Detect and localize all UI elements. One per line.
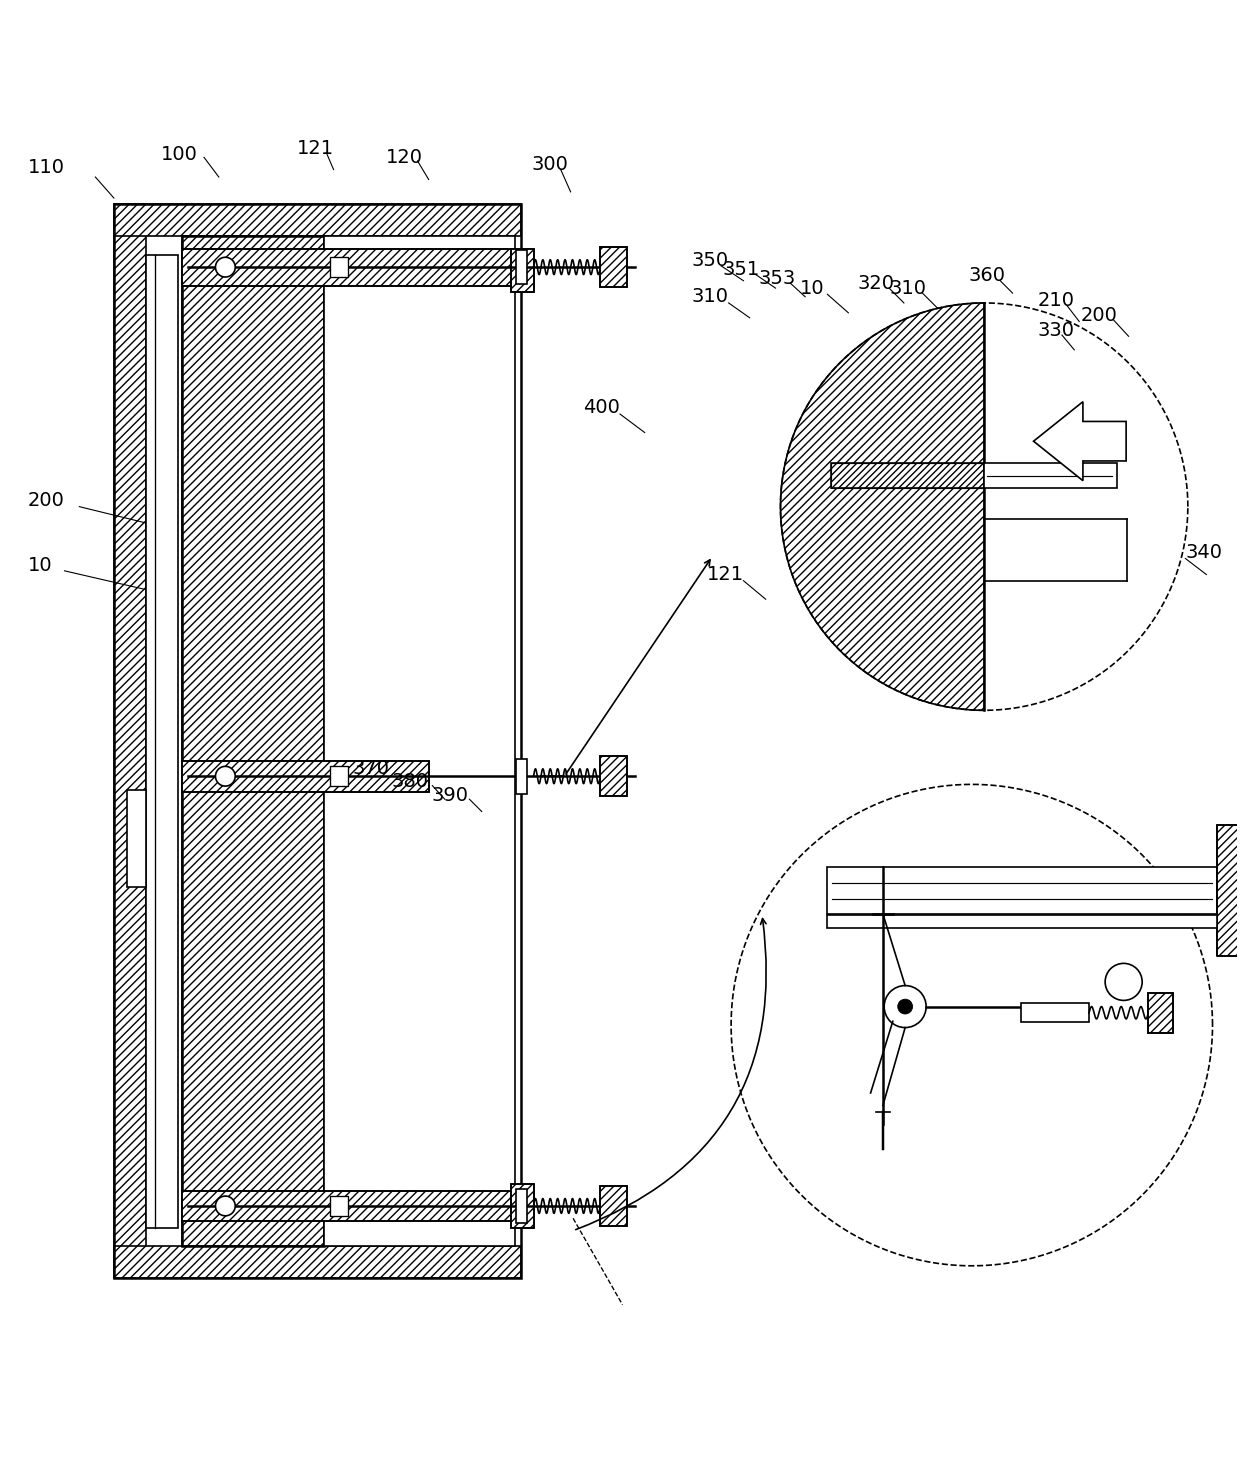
Bar: [114, 204, 521, 1277]
Circle shape: [884, 985, 926, 1028]
Polygon shape: [780, 303, 985, 710]
Text: 360: 360: [968, 266, 1006, 285]
Text: 330: 330: [1037, 320, 1074, 340]
Bar: [831, 463, 985, 488]
Bar: [1148, 994, 1173, 1032]
Bar: [330, 766, 348, 786]
Text: 10: 10: [800, 279, 825, 297]
Text: 380: 380: [392, 772, 429, 791]
Bar: [182, 761, 429, 792]
Text: 340: 340: [1185, 542, 1223, 562]
Bar: [600, 247, 627, 287]
Bar: [600, 757, 627, 795]
Bar: [511, 248, 533, 293]
Bar: [1022, 1004, 1089, 1022]
Bar: [146, 254, 179, 1227]
Circle shape: [898, 1000, 913, 1014]
Text: 10: 10: [27, 556, 52, 575]
Bar: [831, 463, 985, 488]
Bar: [182, 248, 515, 285]
Bar: [114, 1247, 521, 1277]
Bar: [182, 237, 324, 1247]
Text: 121: 121: [707, 564, 744, 584]
Bar: [516, 1189, 527, 1223]
Bar: [182, 237, 324, 1247]
Bar: [516, 759, 527, 794]
Bar: [511, 248, 533, 293]
Circle shape: [216, 1197, 236, 1216]
Text: 110: 110: [27, 157, 64, 176]
Bar: [600, 757, 627, 795]
Bar: [827, 914, 1218, 928]
Text: 350: 350: [692, 251, 729, 270]
Text: 100: 100: [161, 146, 197, 165]
Bar: [511, 1185, 533, 1227]
Text: 310: 310: [889, 279, 926, 297]
Bar: [324, 237, 515, 1247]
Bar: [600, 1186, 627, 1226]
Text: 351: 351: [723, 260, 760, 279]
Bar: [985, 463, 1116, 488]
Text: 320: 320: [857, 273, 894, 293]
Text: 120: 120: [386, 148, 423, 166]
Circle shape: [216, 766, 236, 786]
Bar: [511, 1185, 533, 1227]
Text: 390: 390: [432, 786, 469, 806]
Text: 200: 200: [27, 491, 64, 510]
Bar: [600, 247, 627, 287]
Text: 310: 310: [692, 287, 729, 306]
Text: 200: 200: [1080, 306, 1117, 325]
Text: 121: 121: [296, 140, 334, 159]
Text: 210: 210: [1037, 291, 1074, 310]
Circle shape: [1105, 963, 1142, 1001]
Bar: [128, 789, 146, 886]
Bar: [516, 250, 527, 284]
Text: 370: 370: [352, 759, 389, 778]
Bar: [182, 1191, 515, 1222]
Circle shape: [216, 257, 236, 276]
Text: 300: 300: [531, 156, 568, 173]
Bar: [1218, 825, 1240, 956]
Bar: [330, 257, 348, 276]
Bar: [1148, 994, 1173, 1032]
Bar: [827, 867, 1218, 914]
Bar: [330, 1197, 348, 1216]
Text: 400: 400: [583, 398, 620, 417]
Bar: [600, 1186, 627, 1226]
Polygon shape: [1033, 401, 1126, 481]
Text: 353: 353: [758, 269, 796, 288]
Bar: [182, 248, 515, 285]
Bar: [182, 1191, 515, 1222]
Bar: [182, 761, 429, 792]
Bar: [1218, 825, 1240, 956]
Bar: [114, 204, 146, 1277]
Bar: [114, 204, 521, 237]
